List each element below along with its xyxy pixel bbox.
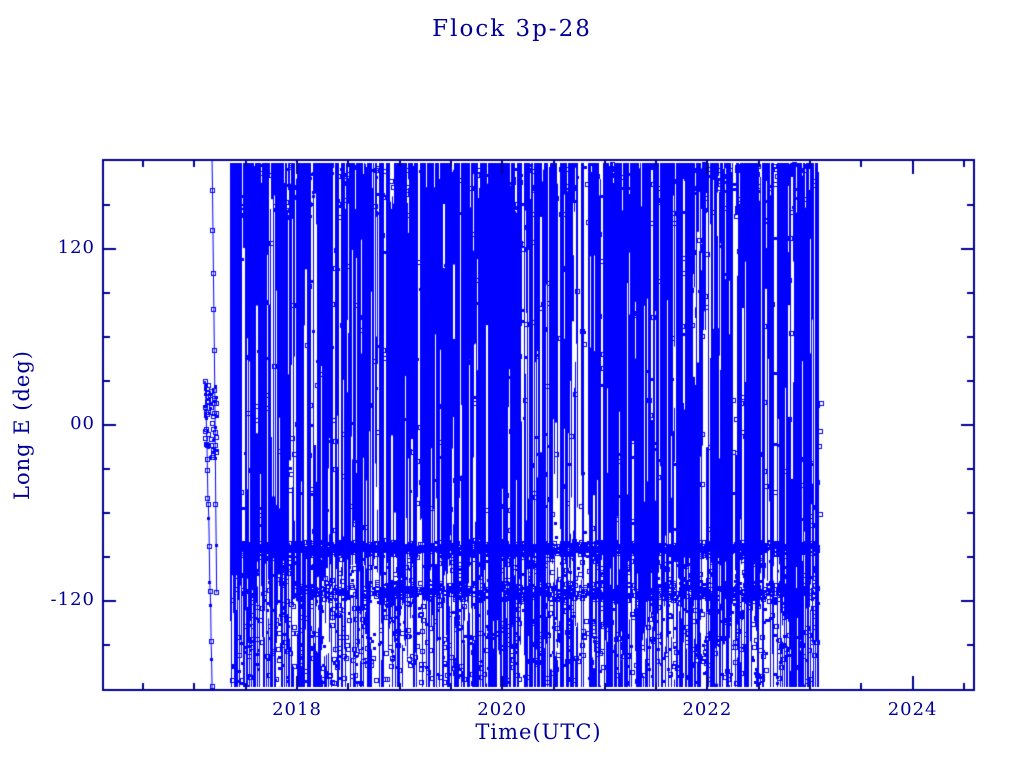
chart-title: Flock 3p-28 [432,16,592,42]
x-tick-label-2018: 2018 [272,699,322,720]
x-tick-label-2020: 2020 [477,699,528,720]
y-tick-label-120: 120 [57,236,95,258]
x-tick-label-2024: 2024 [887,699,938,720]
x-axis-label: Time(UTC) [475,720,602,744]
y-tick-label--120: -120 [50,589,95,610]
x-tick-label-2022: 2022 [682,699,733,720]
y-tick-label-00: 00 [70,413,95,434]
